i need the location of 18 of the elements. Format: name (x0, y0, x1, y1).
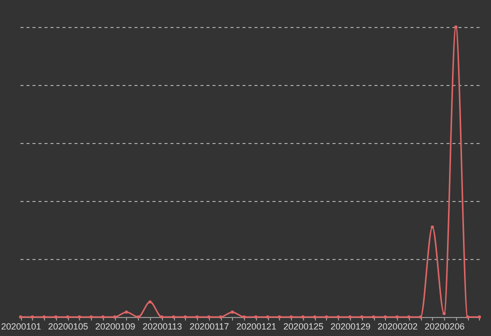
point (454, 25, 458, 29)
x-tick-label: 20200101 (1, 322, 42, 332)
point (430, 226, 434, 229)
point (148, 300, 152, 304)
x-tick-label: 20200121 (236, 322, 276, 332)
point (442, 312, 446, 316)
x-tick-label: 20200117 (190, 322, 230, 332)
x-tick-label: 20200129 (330, 322, 371, 332)
x-tick-label: 20200105 (48, 322, 88, 332)
x-tick-label: 20200125 (283, 322, 324, 332)
point (230, 310, 234, 314)
x-tick-label: 20200202 (378, 322, 418, 332)
x-tick-label: 20200109 (95, 322, 136, 332)
point (372, 315, 376, 319)
x-tick-label: 20200113 (142, 322, 182, 332)
point (172, 315, 176, 319)
x-tick-label: 20200206 (424, 322, 465, 332)
point (124, 310, 128, 314)
